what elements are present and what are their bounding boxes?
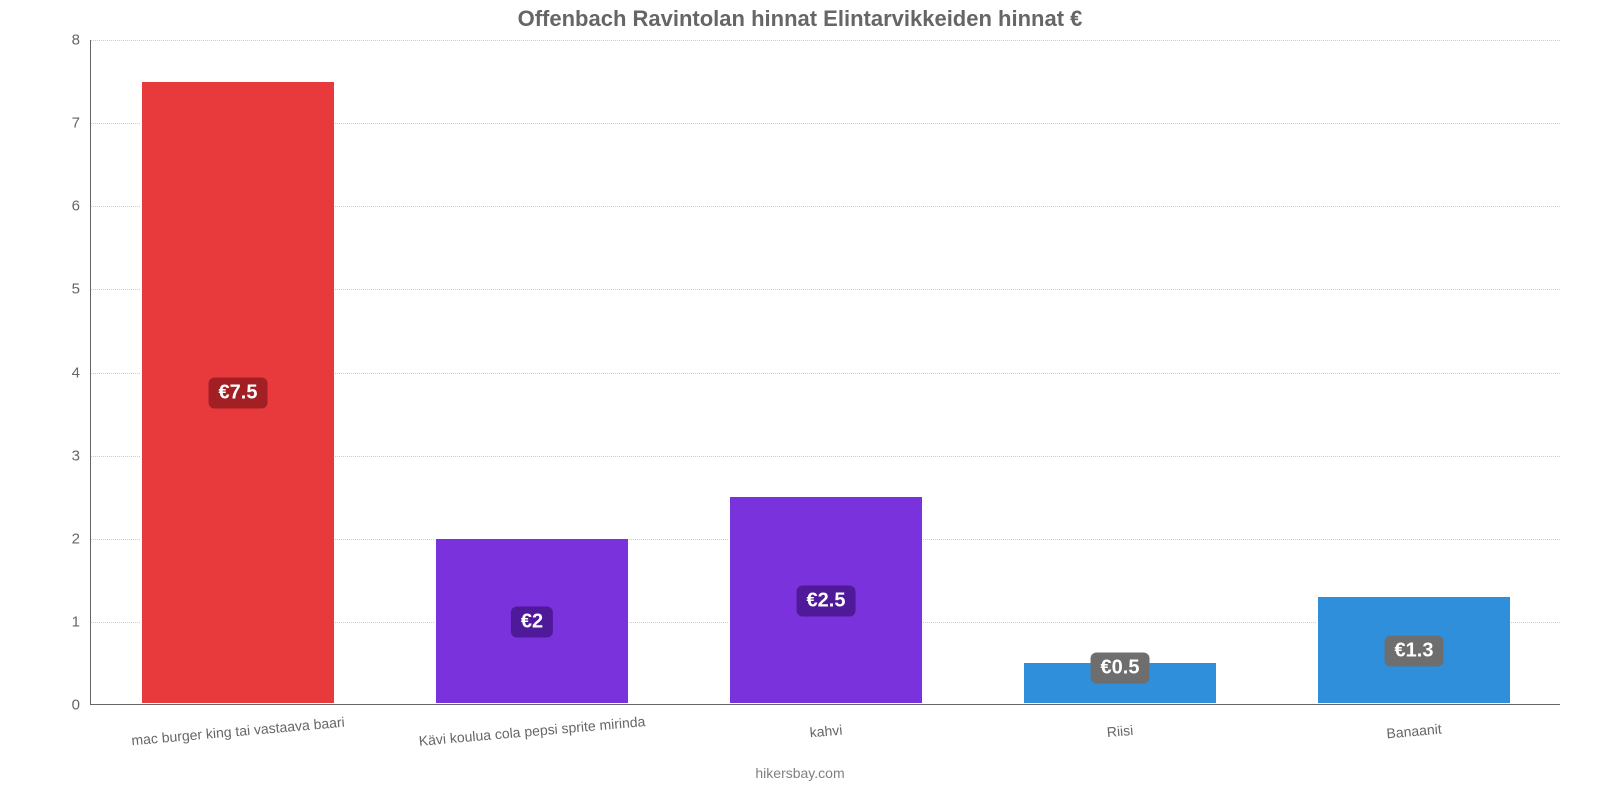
y-tick-label: 1 (40, 613, 80, 630)
x-tick-label: mac burger king tai vastaava baari (131, 714, 346, 749)
y-tick-label: 7 (40, 115, 80, 132)
x-tick-label: Banaanit (1386, 721, 1442, 742)
value-label: €1.3 (1385, 635, 1444, 666)
y-tick-label: 5 (40, 281, 80, 298)
y-tick-label: 4 (40, 364, 80, 381)
value-label: €2.5 (797, 586, 856, 617)
y-tick-label: 3 (40, 447, 80, 464)
y-tick-label: 2 (40, 530, 80, 547)
y-tick-label: 0 (40, 697, 80, 714)
x-tick-label: Riisi (1106, 722, 1134, 740)
price-chart: Offenbach Ravintolan hinnat Elintarvikke… (0, 0, 1600, 800)
plot-area: 012345678€7.5mac burger king tai vastaav… (90, 40, 1560, 705)
x-tick-label: Kävi koulua cola pepsi sprite mirinda (418, 713, 646, 749)
credit-text: hikersbay.com (0, 765, 1600, 781)
gridline (91, 40, 1560, 41)
value-label: €2 (511, 606, 553, 637)
x-tick-label: kahvi (809, 722, 843, 741)
chart-title: Offenbach Ravintolan hinnat Elintarvikke… (0, 6, 1600, 32)
y-tick-label: 8 (40, 32, 80, 49)
y-tick-label: 6 (40, 198, 80, 215)
value-label: €0.5 (1091, 653, 1150, 684)
value-label: €7.5 (209, 378, 268, 409)
